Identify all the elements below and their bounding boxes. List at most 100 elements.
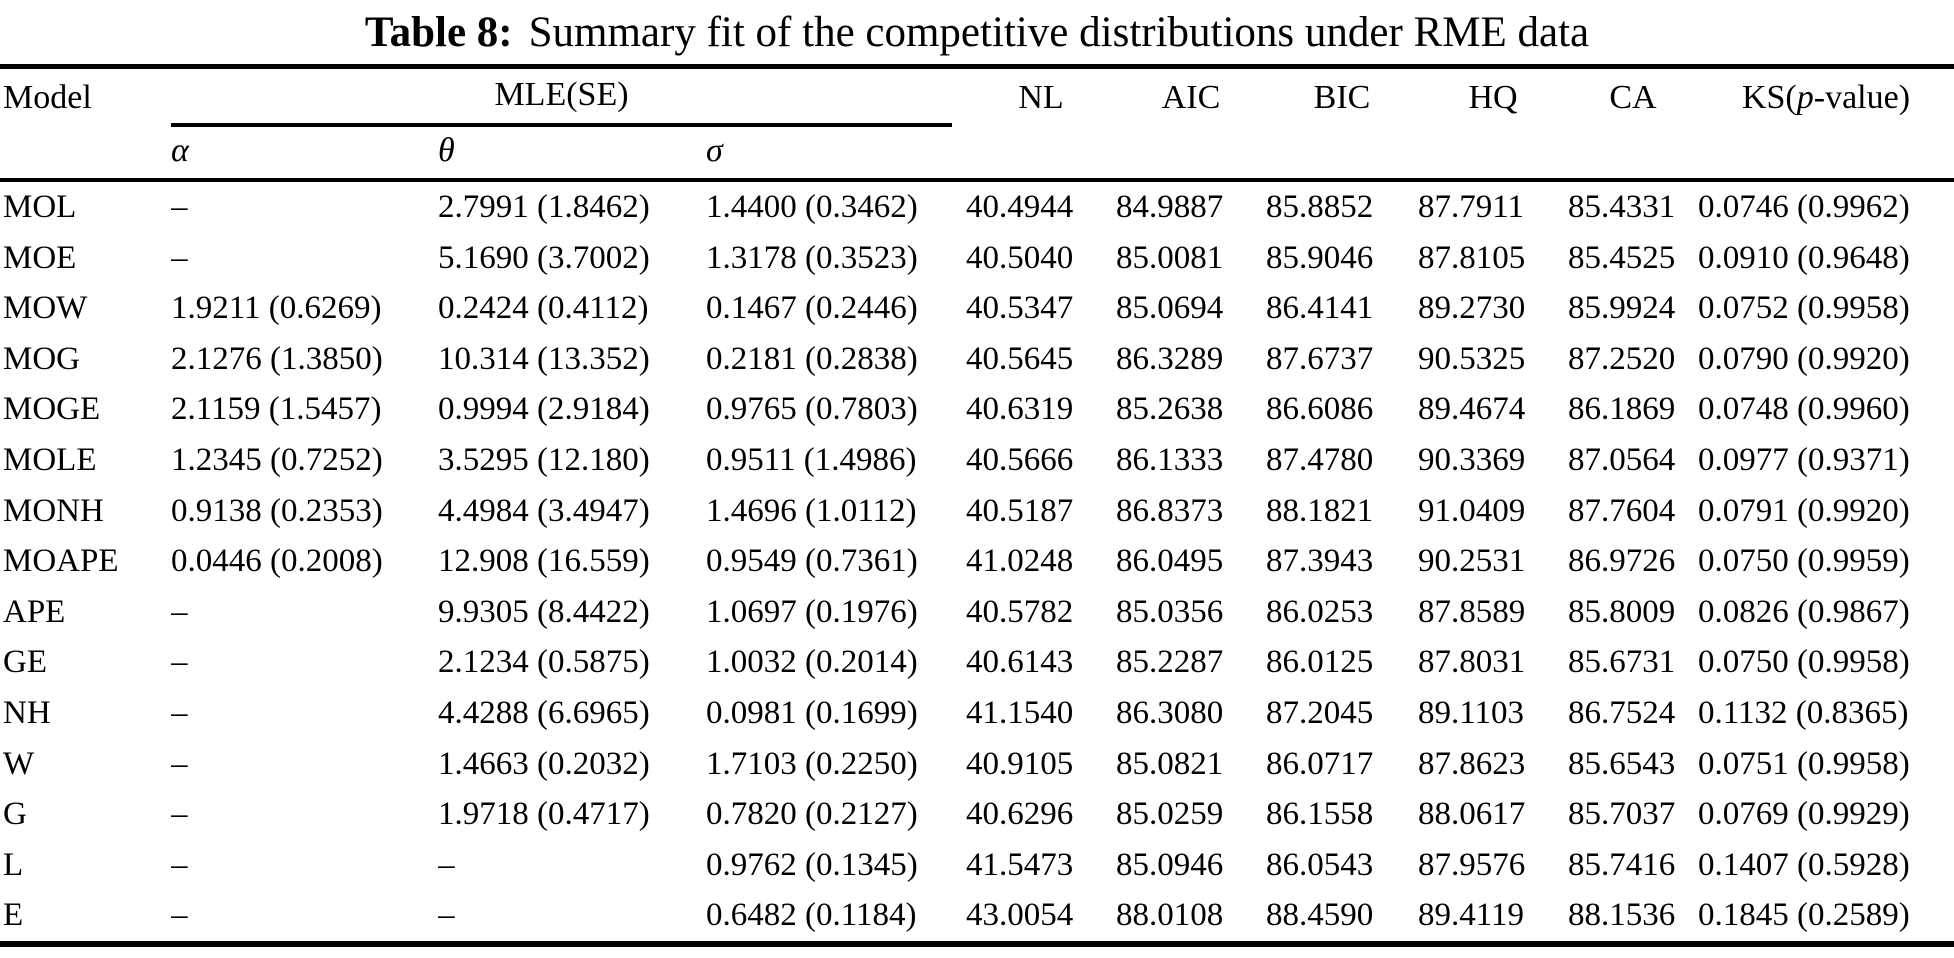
cell-ca: 86.1869: [1568, 391, 1676, 428]
cell-model: E: [3, 897, 24, 934]
col-header-nl: NL: [1018, 79, 1064, 116]
cell-ca: 87.2520: [1568, 340, 1676, 377]
cell-nl: 40.6319: [966, 391, 1074, 428]
cell-bic: 86.4141: [1266, 290, 1374, 327]
cell-hq: 88.0617: [1418, 796, 1526, 833]
col-header-bic: BIC: [1313, 79, 1371, 116]
cell-nl: 40.5645: [966, 340, 1074, 377]
cell-theta: 2.1234 (0.5875): [438, 644, 650, 681]
cell-theta: 4.4288 (6.6965): [438, 694, 650, 731]
cell-ks: 0.1132 (0.8365): [1698, 694, 1909, 731]
cell-alpha: –: [171, 694, 188, 731]
cell-sigma: 1.3178 (0.3523): [706, 239, 918, 276]
table-caption: Table 8: Summary fit of the competitive d…: [0, 0, 1954, 64]
table-row: APE – 9.9305 (8.4422) 1.0697 (0.1976) 40…: [0, 587, 1954, 638]
table-row: NH – 4.4288 (6.6965) 0.0981 (0.1699) 41.…: [0, 688, 1954, 739]
cell-theta: 0.2424 (0.4112): [438, 290, 649, 327]
cell-bic: 87.4780: [1266, 441, 1374, 478]
cell-aic: 85.2638: [1116, 391, 1224, 428]
table-row: G – 1.9718 (0.4717) 0.7820 (0.2127) 40.6…: [0, 789, 1954, 840]
cell-nl: 40.5782: [966, 593, 1074, 630]
rule-bottom: [0, 940, 1954, 947]
cell-ca: 86.7524: [1568, 694, 1676, 731]
ks-suffix: -value): [1813, 79, 1911, 116]
table-row: W – 1.4663 (0.2032) 1.7103 (0.2250) 40.9…: [0, 739, 1954, 790]
cell-model: MOE: [3, 239, 77, 276]
col-header-model: Model: [3, 79, 92, 116]
cell-ks: 0.0790 (0.9920): [1698, 340, 1910, 377]
cell-aic: 85.2287: [1116, 644, 1224, 681]
subheader-empty: [3, 127, 171, 178]
table-row: MONH 0.9138 (0.2353) 4.4984 (3.4947) 1.4…: [0, 486, 1954, 537]
cell-sigma: 0.9762 (0.1345): [706, 846, 918, 883]
cell-sigma: 0.9549 (0.7361): [706, 543, 918, 580]
table-header-row-2: α θ σ: [0, 127, 1954, 178]
col-header-mle-se: MLE(SE): [171, 69, 952, 127]
cell-nl: 41.5473: [966, 846, 1074, 883]
table-row: MOW 1.9211 (0.6269) 0.2424 (0.4112) 0.14…: [0, 283, 1954, 334]
cell-alpha: –: [171, 897, 188, 934]
table-row: L – – 0.9762 (0.1345) 41.5473 85.0946 86…: [0, 840, 1954, 891]
cell-bic: 87.6737: [1266, 340, 1374, 377]
table-row: MOE – 5.1690 (3.7002) 1.3178 (0.3523) 40…: [0, 233, 1954, 284]
table-body: MOL – 2.7991 (1.8462) 1.4400 (0.3462) 40…: [0, 182, 1954, 941]
cell-aic: 84.9887: [1116, 189, 1224, 225]
cell-aic: 85.0081: [1116, 239, 1224, 276]
table-row: E – – 0.6482 (0.1184) 43.0054 88.0108 88…: [0, 890, 1954, 941]
cell-model: GE: [3, 644, 47, 681]
cell-nl: 40.6296: [966, 796, 1074, 833]
cell-bic: 85.8852: [1266, 189, 1374, 225]
table-caption-text: Summary fit of the competitive distribut…: [528, 8, 1590, 56]
cell-sigma: 0.9765 (0.7803): [706, 391, 918, 428]
cell-theta: 3.5295 (12.180): [438, 441, 650, 478]
ks-prefix: KS(: [1741, 79, 1797, 116]
col-header-alpha: α: [171, 132, 189, 169]
cell-theta: 5.1690 (3.7002): [438, 239, 650, 276]
cell-sigma: 0.7820 (0.2127): [706, 796, 918, 833]
cell-bic: 85.9046: [1266, 239, 1374, 276]
col-header-theta: θ: [438, 132, 455, 169]
table-row: MOAPE 0.0446 (0.2008) 12.908 (16.559) 0.…: [0, 536, 1954, 587]
cell-ks: 0.0752 (0.9958): [1698, 290, 1910, 327]
cell-alpha: 1.9211 (0.6269): [171, 290, 382, 327]
rule-top: [0, 64, 1954, 69]
cell-bic: 87.3943: [1266, 543, 1374, 580]
cell-aic: 85.0946: [1116, 846, 1224, 883]
cell-ca: 86.9726: [1568, 543, 1676, 580]
cell-nl: 40.9105: [966, 745, 1074, 782]
cell-model: MOG: [3, 340, 81, 377]
cell-ks: 0.0977 (0.9371): [1698, 441, 1910, 478]
cell-alpha: –: [171, 796, 188, 833]
cell-aic: 86.1333: [1116, 441, 1224, 478]
cell-theta: –: [438, 846, 455, 883]
cell-model: NH: [3, 694, 51, 731]
rule-header-bottom: [0, 178, 1954, 182]
col-header-aic: AIC: [1161, 79, 1221, 116]
cell-bic: 86.0543: [1266, 846, 1374, 883]
cell-alpha: 0.9138 (0.2353): [171, 492, 383, 529]
cell-sigma: 0.1467 (0.2446): [706, 290, 918, 327]
cell-theta: 10.314 (13.352): [438, 340, 650, 377]
cell-model: G: [3, 796, 27, 833]
cell-nl: 40.4944: [966, 189, 1074, 225]
cell-alpha: –: [171, 593, 188, 630]
col-header-ks-pvalue: KS(p-value): [1698, 69, 1954, 127]
cell-ca: 87.7604: [1568, 492, 1676, 529]
cell-ks: 0.0748 (0.9960): [1698, 391, 1910, 428]
cell-model: MOAPE: [3, 543, 119, 580]
cell-alpha: 1.2345 (0.7252): [171, 441, 383, 478]
cell-model: APE: [3, 593, 66, 630]
cell-hq: 90.2531: [1418, 543, 1526, 580]
cell-theta: 0.9994 (2.9184): [438, 391, 650, 428]
cell-hq: 87.8623: [1418, 745, 1526, 782]
cell-bic: 86.1558: [1266, 796, 1374, 833]
cell-ks: 0.1407 (0.5928): [1698, 846, 1910, 883]
cell-hq: 87.8589: [1418, 593, 1526, 630]
cell-ca: 85.6731: [1568, 644, 1676, 681]
cell-theta: 4.4984 (3.4947): [438, 492, 650, 529]
cell-theta: 1.9718 (0.4717): [438, 796, 650, 833]
cell-ca: 85.4525: [1568, 239, 1676, 276]
cell-ca: 87.0564: [1568, 441, 1676, 478]
cell-ks: 0.1845 (0.2589): [1698, 897, 1910, 934]
cell-ca: 85.8009: [1568, 593, 1676, 630]
